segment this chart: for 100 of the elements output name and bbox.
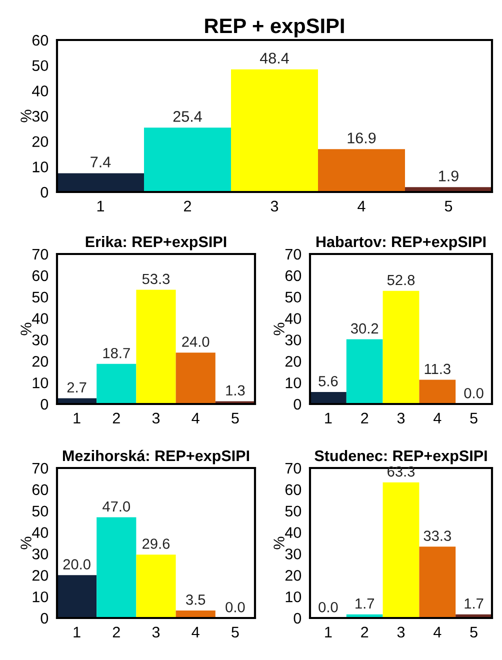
y-tick-label: 40 xyxy=(32,86,48,96)
bar xyxy=(57,173,144,192)
y-tick-label: 40 xyxy=(285,527,302,538)
data-label: 52.8 xyxy=(387,274,415,286)
x-tick-label: 3 xyxy=(270,200,278,212)
bar xyxy=(136,554,176,618)
data-label: 3.5 xyxy=(186,594,206,605)
x-tick-label: 2 xyxy=(361,626,368,638)
data-label: 20.0 xyxy=(63,559,90,570)
y-tick-label: 60 xyxy=(32,270,48,282)
x-tick-label: 1 xyxy=(97,200,104,212)
y-tick-label: 10 xyxy=(286,377,302,388)
bar xyxy=(419,380,456,404)
y-tick-label: 70 xyxy=(32,462,48,474)
chart-title: Mezihorská: REP+expSIPI xyxy=(62,450,250,464)
data-label: 30.2 xyxy=(350,323,378,334)
x-tick-label: 1 xyxy=(74,412,80,424)
x-tick-label: 3 xyxy=(152,412,160,424)
bar xyxy=(96,517,136,618)
bar xyxy=(382,482,420,618)
x-tick-label: 1 xyxy=(325,412,332,424)
data-label: 29.6 xyxy=(142,538,170,549)
data-label: 0.0 xyxy=(318,602,338,612)
x-tick-label: 5 xyxy=(470,626,478,638)
x-tick-label: 3 xyxy=(397,412,405,424)
data-label: 2.7 xyxy=(67,382,86,392)
y-tick-label: 50 xyxy=(32,292,48,303)
bar xyxy=(136,290,176,404)
bar xyxy=(96,364,136,404)
data-label: 63.3 xyxy=(388,466,415,477)
y-tick-label: 10 xyxy=(32,591,48,602)
y-axis-title: % xyxy=(274,536,284,550)
data-label: 53.3 xyxy=(142,274,170,284)
y-axis-title: % xyxy=(274,322,284,336)
chart-title: Habartov: REP+expSIPI xyxy=(316,236,486,250)
data-label: 0.0 xyxy=(226,602,245,612)
x-tick-label: 5 xyxy=(232,412,239,424)
y-tick-label: 50 xyxy=(32,60,48,72)
data-label: 1.9 xyxy=(439,170,458,182)
x-tick-label: 1 xyxy=(325,626,332,638)
y-tick-label: 0 xyxy=(40,612,48,624)
y-tick-label: 10 xyxy=(32,377,48,388)
x-tick-label: 5 xyxy=(470,412,478,424)
x-tick-label: 2 xyxy=(112,626,120,638)
data-label: 24.0 xyxy=(182,336,210,347)
y-tick-label: 30 xyxy=(32,110,48,122)
x-tick-label: 4 xyxy=(192,412,200,424)
data-label: 33.3 xyxy=(424,530,451,541)
y-tick-label: 40 xyxy=(32,527,48,538)
y-axis-title: % xyxy=(20,536,32,550)
chart-title: Erika: REP+expSIPI xyxy=(86,236,226,250)
y-tick-label: 60 xyxy=(285,484,302,496)
x-tick-label: 2 xyxy=(184,200,191,212)
y-tick-label: 20 xyxy=(285,570,302,581)
y-tick-label: 20 xyxy=(32,570,48,581)
y-tick-label: 60 xyxy=(32,34,48,46)
bar xyxy=(382,290,420,404)
y-tick-label: 20 xyxy=(285,356,302,367)
data-label: 11.3 xyxy=(424,364,450,374)
bar xyxy=(318,149,405,192)
y-axis-title: % xyxy=(20,322,32,336)
data-label: 5.6 xyxy=(318,376,338,386)
data-label: 7.4 xyxy=(90,156,111,168)
y-tick-label: 20 xyxy=(32,356,48,367)
x-tick-label: 4 xyxy=(358,200,366,212)
y-tick-label: 50 xyxy=(285,506,302,517)
x-tick-label: 4 xyxy=(434,626,442,638)
bar xyxy=(144,128,231,192)
y-tick-label: 0 xyxy=(40,186,48,198)
chart-title: REP + expSIPI xyxy=(205,18,344,38)
data-label: 25.4 xyxy=(173,111,202,122)
x-tick-label: 2 xyxy=(112,412,120,424)
y-tick-label: 0 xyxy=(40,398,48,410)
y-tick-label: 40 xyxy=(285,313,302,324)
y-tick-label: 0 xyxy=(294,398,302,410)
x-tick-label: 1 xyxy=(74,626,80,638)
y-tick-label: 70 xyxy=(285,462,302,474)
y-tick-label: 10 xyxy=(286,591,302,602)
y-tick-label: 30 xyxy=(285,548,302,560)
y-tick-label: 30 xyxy=(32,548,48,560)
y-tick-label: 70 xyxy=(285,248,302,260)
bar xyxy=(57,575,97,618)
x-tick-label: 2 xyxy=(361,412,368,424)
data-label: 16.9 xyxy=(348,132,376,144)
x-tick-label: 3 xyxy=(397,626,405,638)
y-tick-label: 40 xyxy=(32,313,48,324)
x-tick-label: 5 xyxy=(444,200,452,212)
y-tick-label: 30 xyxy=(285,334,302,346)
y-tick-label: 20 xyxy=(32,136,48,148)
data-label: 1.7 xyxy=(464,598,484,609)
y-tick-label: 50 xyxy=(285,292,302,303)
bar xyxy=(231,69,318,192)
data-label: 1.7 xyxy=(356,598,374,609)
bar xyxy=(346,339,383,404)
x-tick-label: 4 xyxy=(434,412,442,424)
x-tick-label: 5 xyxy=(232,626,239,638)
y-tick-label: 60 xyxy=(285,270,302,282)
y-axis-title: % xyxy=(20,110,32,122)
data-label: 0.0 xyxy=(464,388,484,398)
y-tick-label: 30 xyxy=(32,334,48,346)
